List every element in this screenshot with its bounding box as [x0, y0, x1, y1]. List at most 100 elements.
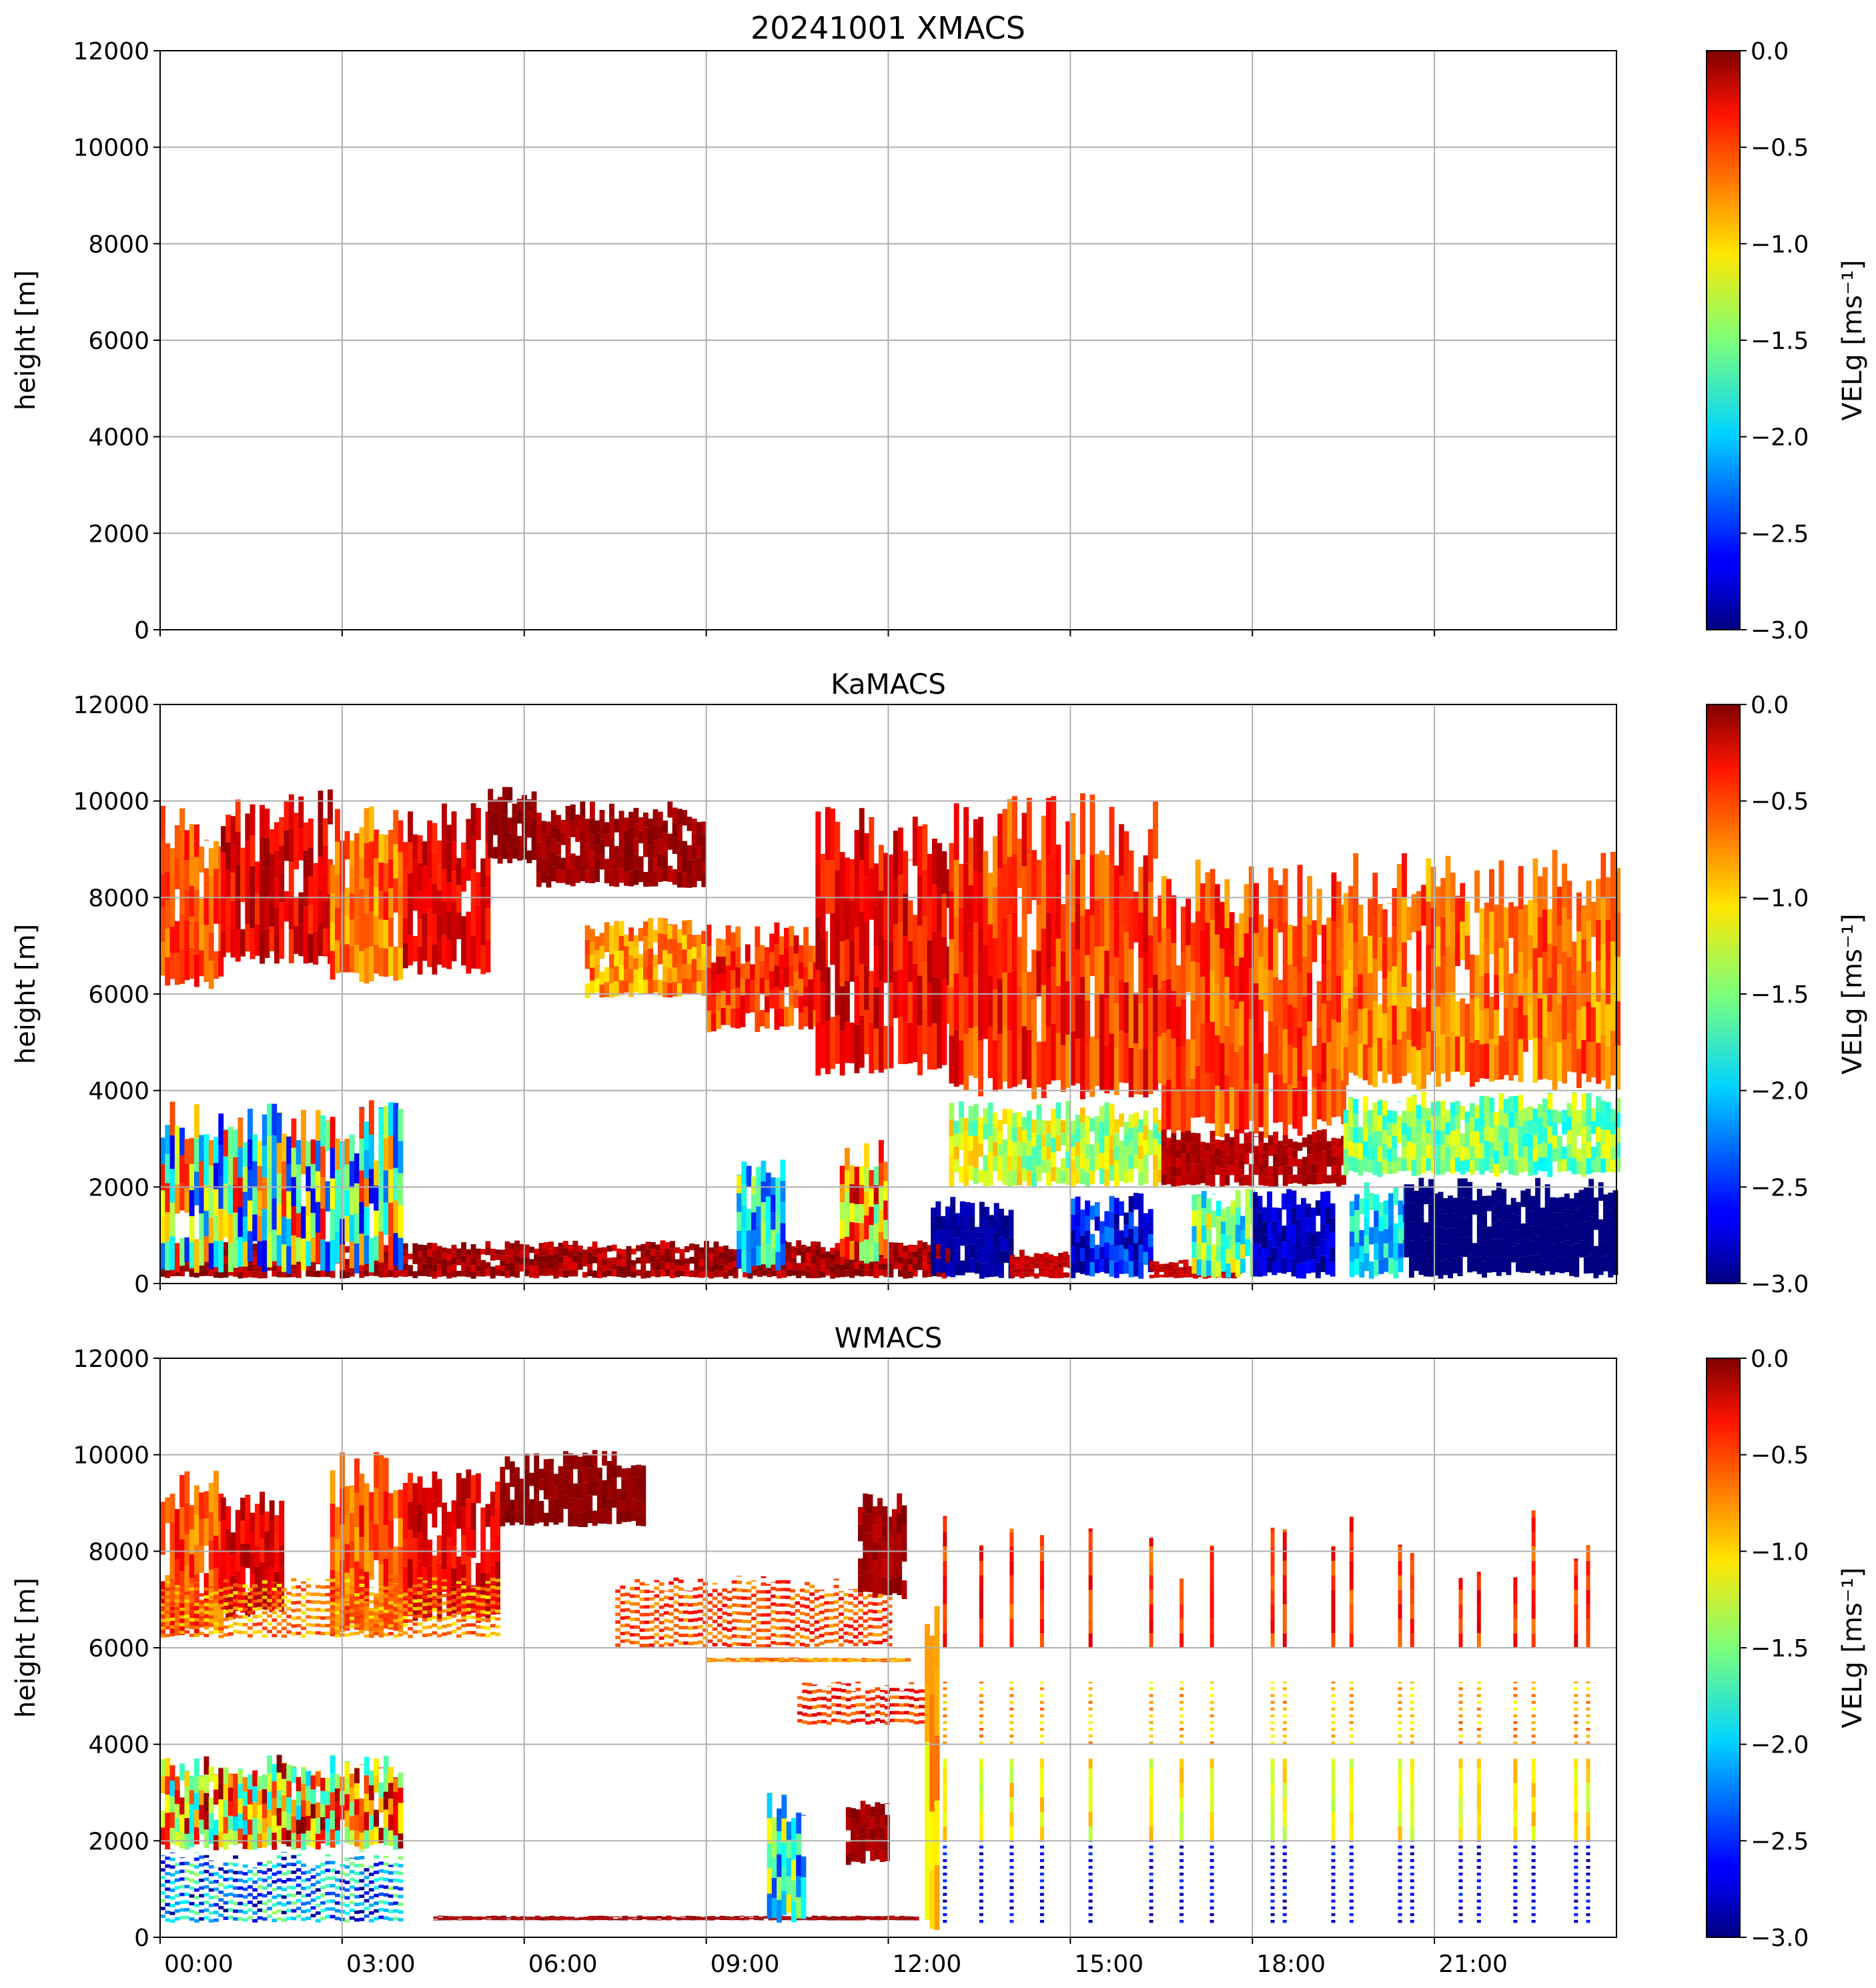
velocity-cell — [1472, 1257, 1478, 1272]
velocity-cell — [1423, 1258, 1429, 1277]
velocity-cell — [1343, 1135, 1349, 1149]
velocity-cell — [189, 917, 195, 948]
velocity-cell — [1216, 1262, 1222, 1277]
velocity-cell — [516, 811, 522, 824]
velocity-cell — [815, 864, 821, 917]
velocity-cell — [1268, 1145, 1274, 1156]
velocity-cell — [1195, 963, 1201, 1015]
velocity-cell — [1099, 1153, 1105, 1169]
velocity-cell — [592, 1480, 598, 1496]
velocity-cell — [1104, 950, 1110, 999]
velocity-cell — [1358, 1159, 1364, 1175]
velocity-cell — [250, 1553, 256, 1574]
velocity-cell — [1571, 1092, 1577, 1109]
velocity-cell — [553, 1246, 559, 1254]
velocity-cell — [242, 1630, 248, 1634]
velocity-cell — [1053, 1256, 1059, 1261]
velocity-cell — [983, 1170, 989, 1187]
velocity-cell — [568, 1468, 574, 1483]
velocity-cell — [1382, 1013, 1388, 1049]
velocity-cell — [1292, 926, 1298, 927]
velocity-cell — [213, 1272, 219, 1278]
velocity-cell — [1085, 1260, 1091, 1276]
velocity-cell — [281, 1603, 287, 1607]
velocity-cell — [189, 1610, 195, 1614]
velocity-cell — [1138, 1049, 1144, 1095]
velocity-cell — [691, 832, 697, 847]
velocity-cell — [1435, 1130, 1441, 1145]
velocity-cell — [417, 1251, 423, 1258]
velocity-cell — [1455, 1129, 1460, 1143]
velocity-cell — [492, 799, 498, 812]
velocity-cell — [1307, 973, 1312, 1022]
velocity-cell — [247, 1231, 253, 1262]
velocity-cell — [974, 1238, 980, 1251]
velocity-cell — [1508, 973, 1514, 1009]
velocity-cell — [1383, 1243, 1389, 1258]
velocity-cell — [1021, 1155, 1027, 1169]
velocity-cell — [1525, 1188, 1531, 1206]
velocity-cell — [310, 1237, 316, 1262]
velocity-cell — [274, 822, 280, 851]
velocity-cell — [774, 922, 780, 944]
velocity-cell — [1079, 1209, 1085, 1223]
velocity-cell — [174, 857, 180, 889]
velocity-cell — [1416, 1010, 1422, 1051]
velocity-cell — [291, 1118, 297, 1148]
velocity-cell — [1562, 1122, 1568, 1135]
velocity-cell — [1393, 1223, 1399, 1242]
velocity-cell — [1143, 1213, 1149, 1226]
velocity-cell — [638, 869, 644, 883]
velocity-cell — [451, 1522, 457, 1546]
velocity-cell — [941, 894, 947, 937]
velocity-cell — [1358, 1043, 1364, 1079]
velocity-cell — [1079, 793, 1085, 855]
velocity-cell — [1310, 1233, 1316, 1247]
velocity-cell — [645, 1241, 651, 1243]
velocity-cell — [524, 1264, 530, 1270]
velocity-cell — [1263, 1168, 1269, 1177]
velocity-cell — [393, 1167, 399, 1201]
velocity-cell — [233, 1583, 239, 1587]
velocity-cell — [514, 1500, 520, 1512]
velocity-cell — [485, 1595, 491, 1619]
velocity-cell — [1590, 1007, 1596, 1043]
velocity-cell — [798, 945, 804, 963]
velocity-cell — [436, 841, 442, 866]
velocity-cell — [670, 1256, 675, 1264]
velocity-cell — [565, 853, 571, 869]
velocity-cell — [442, 935, 447, 968]
velocity-cell — [179, 1603, 185, 1635]
velocity-cell — [1576, 931, 1582, 971]
velocity-cell — [759, 961, 765, 978]
velocity-cell — [596, 1501, 602, 1513]
velocity-cell — [1411, 1143, 1417, 1160]
velocity-cell — [670, 1241, 675, 1249]
velocity-cell — [562, 1240, 568, 1249]
velocity-cell — [903, 1272, 909, 1279]
velocity-cell — [349, 1241, 355, 1269]
velocity-cell — [208, 848, 214, 877]
velocity-cell — [968, 1150, 974, 1166]
velocity-cell — [1398, 1215, 1404, 1229]
velocity-cell — [1474, 1144, 1480, 1158]
velocity-cell — [1051, 967, 1057, 1024]
velocity-cell — [628, 856, 634, 872]
velocity-cell — [1522, 1015, 1528, 1052]
velocity-cell — [1349, 1201, 1355, 1217]
velocity-cell — [374, 945, 380, 974]
velocity-cell — [599, 855, 605, 870]
velocity-cell — [529, 1512, 534, 1526]
velocity-cell — [1201, 1191, 1207, 1209]
velocity-cell — [1522, 1159, 1528, 1171]
velocity-cell — [1452, 1197, 1458, 1199]
velocity-cell — [393, 1602, 399, 1631]
velocity-cell — [179, 1600, 185, 1604]
velocity-cell — [737, 1230, 742, 1250]
velocity-cell — [1552, 1041, 1558, 1090]
velocity-cell — [281, 1626, 287, 1630]
velocity-cell — [1031, 1049, 1037, 1099]
velocity-cell — [1153, 1170, 1158, 1187]
velocity-cell — [1153, 916, 1158, 975]
velocity-cell — [184, 830, 190, 861]
